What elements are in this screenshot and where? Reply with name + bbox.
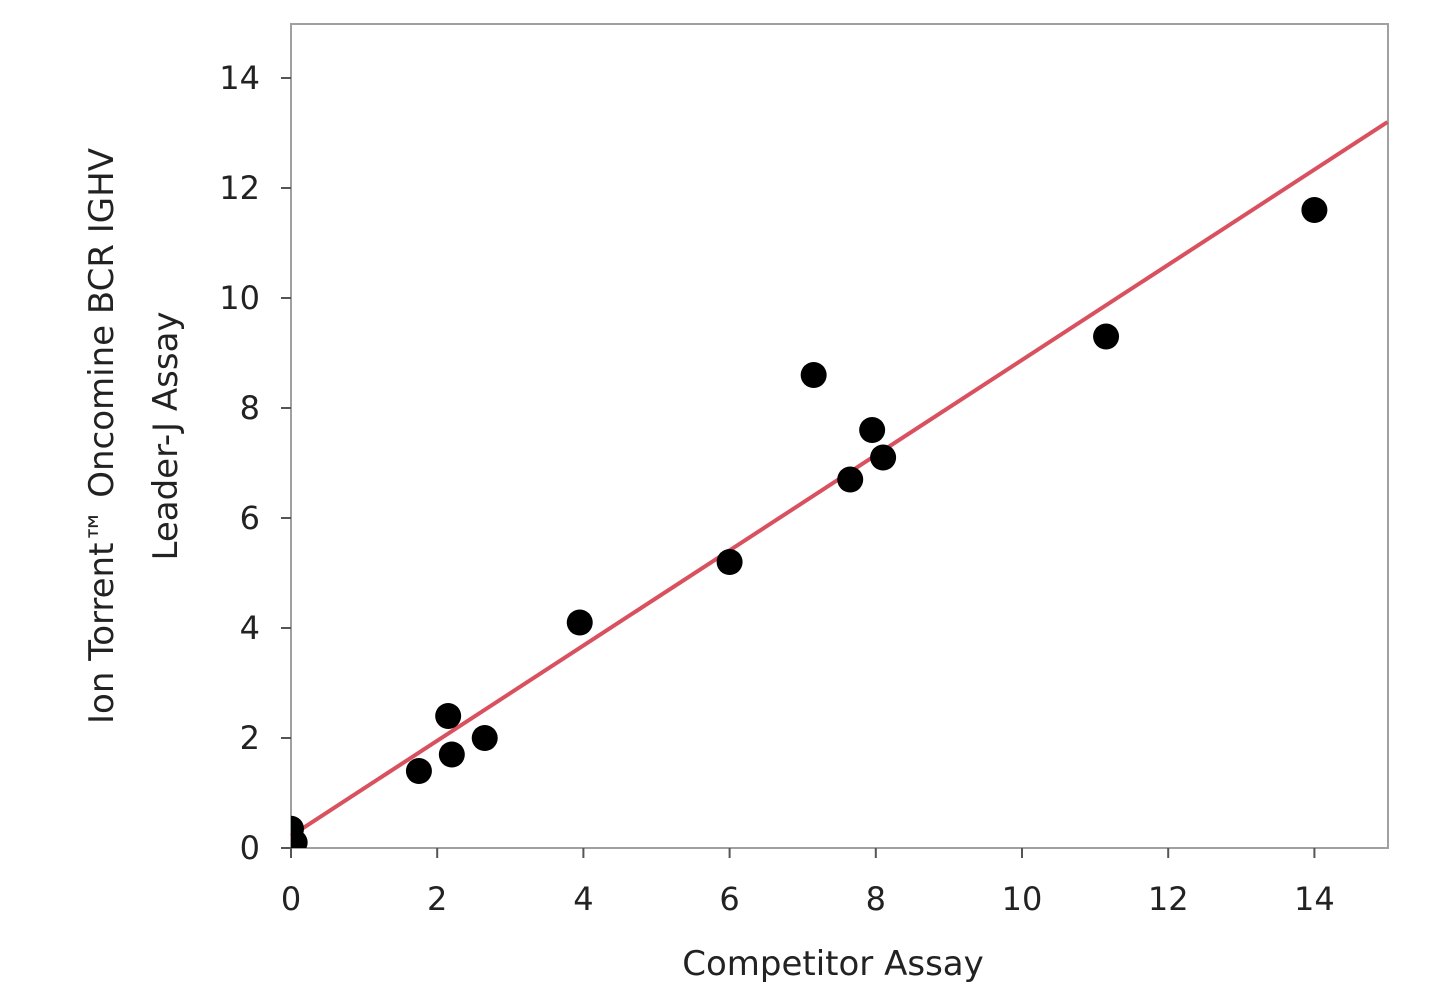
x-tick-label: 14 [1294, 880, 1335, 918]
data-point [291, 829, 308, 848]
data-point [870, 444, 897, 471]
x-axis: 0 2 4 6 8 10 12 14 [281, 848, 1335, 918]
data-point [716, 549, 743, 575]
data-point [800, 362, 827, 388]
y-tick-label: 12 [219, 169, 260, 207]
data-point [837, 466, 864, 493]
y-tick-label: 8 [240, 389, 260, 427]
data-point [435, 703, 462, 729]
y-tick-label: 10 [219, 279, 260, 317]
y-tick-label: 6 [240, 499, 260, 537]
y-tick-label: 2 [240, 719, 260, 757]
data-point [566, 609, 593, 636]
y-tick-label: 4 [240, 609, 260, 647]
data-point [405, 758, 432, 784]
data-point [1093, 323, 1120, 350]
data-points [291, 197, 1328, 848]
data-point [1301, 197, 1328, 223]
x-axis-title: Competitor Assay [682, 944, 984, 984]
x-tick-label: 0 [281, 880, 301, 918]
y-axis: 0 2 4 6 8 10 12 14 [219, 59, 291, 867]
data-point [438, 741, 465, 768]
x-tick-label: 10 [1002, 880, 1043, 918]
data-point [859, 417, 886, 443]
x-tick-label: 12 [1148, 880, 1189, 918]
plot-frame [290, 23, 1389, 849]
y-tick-label: 0 [240, 829, 260, 867]
x-tick-label: 8 [866, 880, 886, 918]
y-axis-title-line2: Leader-J Assay [146, 311, 186, 560]
y-tick-label: 14 [219, 59, 260, 97]
data-point [471, 725, 498, 751]
x-tick-label: 4 [573, 880, 593, 918]
x-tick-label: 6 [719, 880, 739, 918]
y-axis-title-line1: Ion Torrent™ Oncomine BCR IGHV [82, 148, 122, 724]
x-tick-label: 2 [427, 880, 447, 918]
